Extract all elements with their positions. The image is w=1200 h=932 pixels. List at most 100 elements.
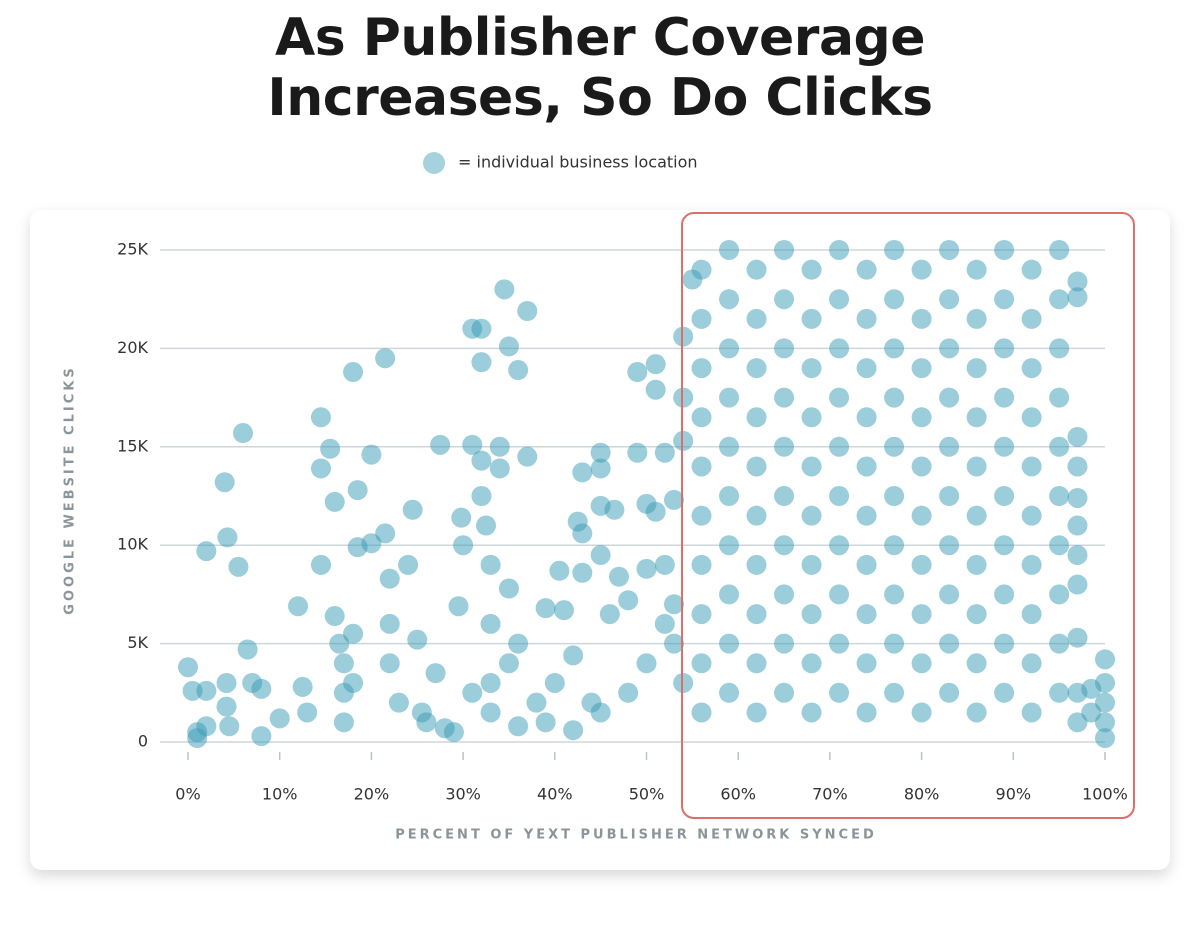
data-point (939, 338, 960, 359)
data-point (590, 442, 611, 463)
data-point (590, 458, 611, 479)
data-point (237, 639, 258, 660)
legend-label: = individual business location (458, 153, 698, 172)
data-point (1067, 456, 1088, 477)
data-point (476, 515, 497, 536)
legend-marker (423, 152, 445, 174)
data-point (746, 554, 767, 575)
data-point (645, 501, 666, 522)
data-point (746, 702, 767, 723)
data-point (517, 446, 538, 467)
data-point (310, 407, 331, 428)
data-point (856, 407, 877, 428)
y-tick-label: 5K (127, 633, 148, 652)
data-point (1095, 692, 1115, 713)
data-point (884, 682, 905, 703)
data-point (691, 604, 712, 625)
data-point (448, 596, 469, 617)
data-point (407, 629, 428, 650)
data-point (746, 505, 767, 526)
data-point (269, 708, 290, 729)
data-point (746, 308, 767, 329)
data-point (939, 436, 960, 457)
x-tick-label: 20% (354, 785, 390, 804)
data-point (572, 523, 593, 544)
x-tick-label: 40% (537, 785, 573, 804)
data-point (966, 702, 987, 723)
data-point (664, 633, 685, 654)
data-point (608, 566, 629, 587)
data-point (196, 541, 217, 562)
data-point (216, 672, 237, 693)
data-point (333, 653, 354, 674)
data-point (1049, 289, 1070, 310)
data-point (829, 436, 850, 457)
data-point (719, 584, 740, 605)
data-point (361, 444, 382, 465)
data-point (471, 318, 492, 339)
data-point (297, 702, 318, 723)
data-point (939, 633, 960, 654)
data-point (829, 338, 850, 359)
data-point (310, 458, 331, 479)
data-point (884, 633, 905, 654)
data-point (856, 308, 877, 329)
data-point (508, 716, 529, 737)
data-point (361, 533, 382, 554)
data-point (343, 672, 364, 693)
data-point (691, 358, 712, 379)
data-point (1021, 505, 1042, 526)
data-point (774, 633, 795, 654)
data-point (489, 458, 510, 479)
data-point (508, 633, 529, 654)
data-point (1021, 604, 1042, 625)
data-point (911, 407, 932, 428)
data-point (292, 676, 313, 697)
data-point (388, 692, 409, 713)
data-point (288, 596, 309, 617)
data-point (994, 289, 1015, 310)
data-point (801, 505, 822, 526)
data-point (911, 456, 932, 477)
data-point (884, 338, 905, 359)
data-point (1049, 436, 1070, 457)
data-point (691, 653, 712, 674)
y-tick-label: 0 (138, 732, 148, 751)
data-point (1049, 584, 1070, 605)
data-point (1095, 672, 1115, 693)
x-tick-label: 50% (629, 785, 665, 804)
data-point (939, 584, 960, 605)
data-point (966, 456, 987, 477)
data-point (994, 682, 1015, 703)
data-point (654, 442, 675, 463)
data-point (774, 682, 795, 703)
data-point (1021, 308, 1042, 329)
x-tick-label: 10% (262, 785, 298, 804)
data-point (480, 702, 501, 723)
data-point (1095, 728, 1115, 749)
x-tick-label: 60% (720, 785, 756, 804)
data-point (691, 554, 712, 575)
data-point (856, 554, 877, 575)
data-point (774, 535, 795, 556)
data-point (719, 289, 740, 310)
data-point (1067, 515, 1088, 536)
data-point (994, 338, 1015, 359)
data-point (627, 362, 648, 383)
data-point (329, 633, 350, 654)
data-point (911, 308, 932, 329)
data-point (645, 379, 666, 400)
data-point (691, 456, 712, 477)
data-point (746, 259, 767, 280)
data-point (1067, 426, 1088, 447)
data-point (801, 604, 822, 625)
data-point (966, 358, 987, 379)
data-point (911, 505, 932, 526)
data-point (451, 507, 472, 528)
x-tick-label: 80% (904, 785, 940, 804)
data-point (228, 556, 249, 577)
data-point (829, 682, 850, 703)
data-point (673, 430, 694, 451)
data-point (517, 301, 538, 322)
data-point (691, 505, 712, 526)
